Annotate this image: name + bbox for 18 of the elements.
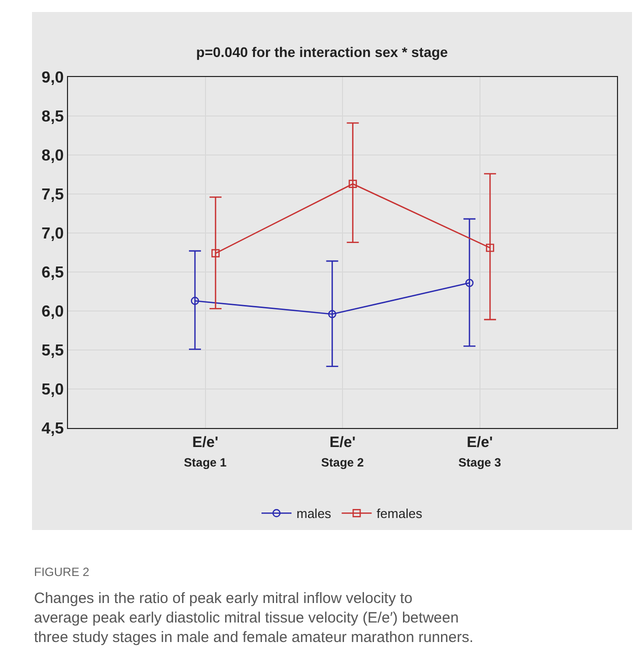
y-tick-label: 8,5 [42, 108, 64, 126]
y-tick-label: 6,5 [42, 264, 64, 282]
y-tick-label: 5,5 [42, 342, 64, 360]
y-tick-label: 7,5 [42, 186, 64, 204]
caption: FIGURE 2 [34, 565, 90, 579]
x-tick-label: E/e' Stage 3 [458, 434, 502, 470]
y-tick-label: 6,0 [42, 304, 64, 321]
y-tick-label: 9,0 [42, 70, 64, 87]
x-tick-label: E/e' Stage 2 [321, 434, 364, 470]
x-tick-label: E/e' Stage 1 [184, 434, 227, 470]
y-tick-label: 5,0 [42, 382, 64, 399]
y-tick-label: 4,5 [42, 420, 64, 438]
y-tick-label: 8,0 [42, 148, 64, 165]
legend-label: males [296, 506, 332, 522]
y-tick-label: 7,0 [42, 226, 64, 243]
legend-label: females [376, 506, 423, 522]
chart-title: p=0.040 for the interaction sex * stage [196, 44, 448, 60]
text: Changes in the ratio of peak early mitral inflow velocity to average peak early diastolic mitral tissue velocity (E/e′) between three study stages in male and female amateur marathon runners. [34, 590, 474, 646]
